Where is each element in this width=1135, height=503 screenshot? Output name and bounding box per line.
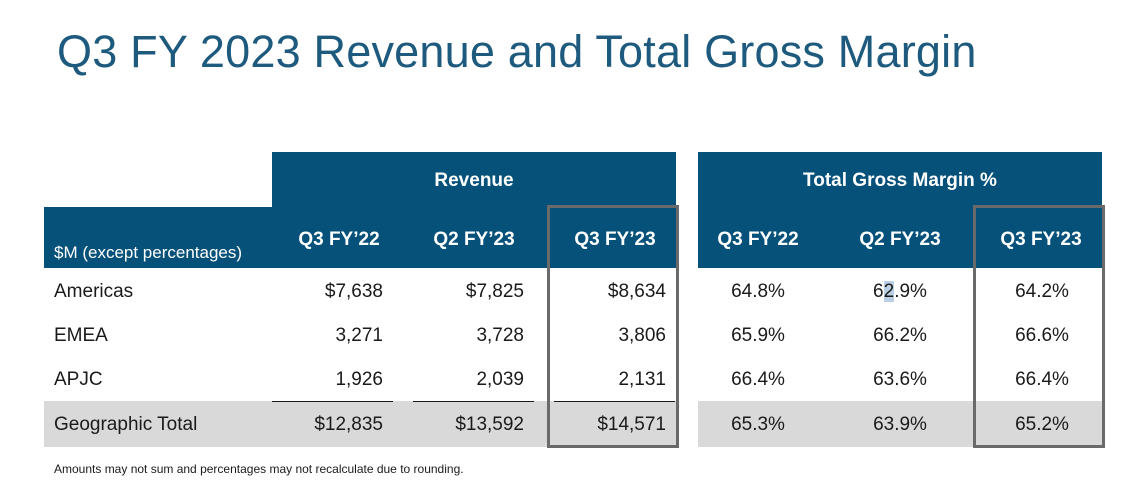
emea-revenue-q2fy23: 3,728: [476, 325, 524, 346]
emea-margin-q3fy22: 65.9%: [731, 325, 785, 346]
column-header-revenue-q3fy22: Q3 FY’22: [298, 229, 380, 250]
emea-revenue-q3fy23: 3,806: [618, 325, 666, 346]
row-label-emea: EMEA: [54, 325, 108, 346]
total-margin-q2fy23: 63.9%: [873, 414, 927, 435]
row-label-apjc: APJC: [54, 369, 103, 390]
total-revenue-q3fy22: $12,835: [314, 414, 383, 435]
highlight-box-revenue-q3fy23: [547, 205, 679, 448]
row-label-geographic-total: Geographic Total: [54, 414, 198, 435]
row-label-americas: Americas: [54, 281, 134, 302]
americas-revenue-q2fy23: $7,825: [465, 281, 524, 302]
cursor-highlight: 2: [883, 281, 895, 302]
units-label: $M (except percentages): [54, 243, 243, 262]
americas-margin-q3fy23: 64.2%: [1015, 281, 1069, 302]
americas-revenue-q3fy22: $7,638: [324, 281, 383, 302]
americas-revenue-q3fy23: $8,634: [607, 281, 666, 302]
total-row-background-margin: [698, 401, 1102, 447]
margin-group-header-band: [698, 152, 1102, 268]
total-rule: [413, 401, 534, 402]
total-margin-q3fy22: 65.3%: [731, 414, 785, 435]
page-title: Q3 FY 2023 Revenue and Total Gross Margi…: [57, 26, 977, 77]
total-revenue-q2fy23: $13,592: [455, 414, 524, 435]
total-row-background: [44, 401, 676, 447]
emea-margin-q3fy23: 66.6%: [1015, 325, 1069, 346]
highlight-box-margin-q3fy23: [973, 205, 1105, 448]
total-margin-q3fy23: 65.2%: [1015, 414, 1069, 435]
apjc-margin-q3fy23: 66.4%: [1015, 369, 1069, 390]
margin-group-header: Total Gross Margin %: [803, 170, 997, 191]
apjc-margin-q2fy23: 63.6%: [873, 369, 927, 390]
emea-revenue-q3fy22: 3,271: [335, 325, 383, 346]
americas-margin-q3fy22: 64.8%: [731, 281, 785, 302]
column-header-revenue-q3fy23: Q3 FY’23: [574, 229, 656, 250]
americas-margin-q2fy23: 62.9%: [873, 281, 927, 302]
apjc-revenue-q3fy23: 2,131: [618, 369, 666, 390]
column-header-margin-q2fy23: Q2 FY’23: [859, 229, 941, 250]
column-header-margin-q3fy22: Q3 FY’22: [717, 229, 799, 250]
apjc-revenue-q2fy23: 2,039: [476, 369, 524, 390]
column-header-margin-q3fy23: Q3 FY’23: [1000, 229, 1082, 250]
emea-margin-q2fy23: 66.2%: [873, 325, 927, 346]
apjc-margin-q3fy22: 66.4%: [731, 369, 785, 390]
apjc-revenue-q3fy22: 1,926: [335, 369, 383, 390]
revenue-group-header: Revenue: [434, 170, 514, 191]
total-revenue-q3fy23: $14,571: [597, 414, 666, 435]
total-rule: [272, 401, 393, 402]
total-rule: [554, 401, 675, 402]
revenue-group-header-band: [272, 152, 676, 268]
units-header-band: [44, 207, 273, 268]
column-header-revenue-q2fy23: Q2 FY’23: [433, 229, 515, 250]
footnote: Amounts may not sum and percentages may …: [54, 462, 464, 476]
